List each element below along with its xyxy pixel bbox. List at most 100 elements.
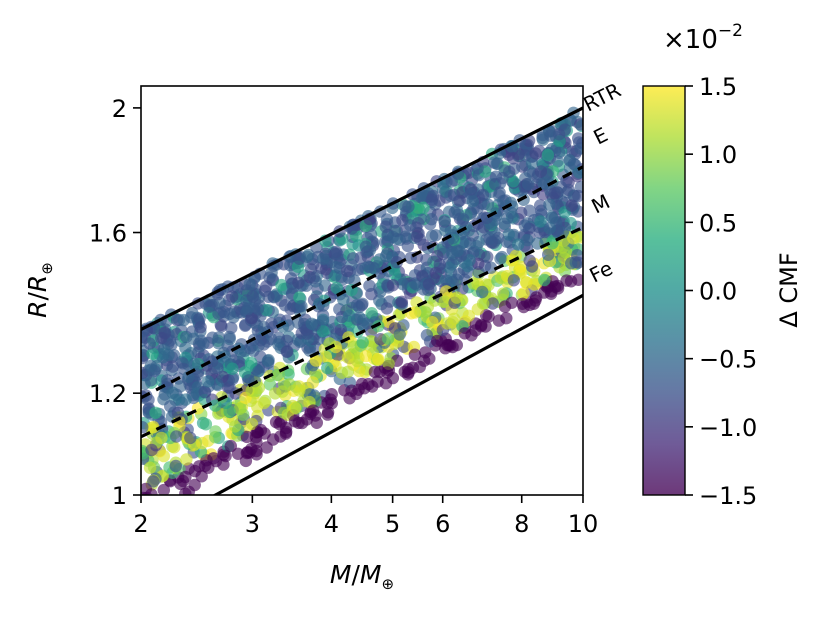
colorbar-tick-label: 0.5 — [699, 209, 737, 237]
line-label-e: E — [589, 122, 611, 149]
scatter-point — [390, 256, 403, 269]
scatter-point — [527, 278, 541, 291]
scatter-point — [337, 293, 350, 306]
scatter-point — [226, 372, 239, 386]
scatter-point — [502, 228, 515, 241]
scatter-point — [525, 260, 539, 273]
scatter-point — [380, 302, 394, 315]
scatter-point — [161, 497, 173, 509]
scatter-point — [572, 189, 583, 203]
colorbar-tick-label: 0.0 — [699, 278, 737, 306]
scatter-point — [145, 488, 158, 495]
scatter-point — [305, 317, 318, 330]
scatter-point — [393, 328, 406, 341]
scatter-point — [464, 187, 478, 200]
scatter-point — [496, 287, 510, 300]
plot-frame — [140, 85, 584, 496]
colorbar-tick-label: 1.5 — [699, 73, 737, 101]
scatter-point — [233, 402, 246, 416]
scatter-point — [538, 273, 551, 287]
scatter-point — [379, 377, 393, 390]
scatter-point — [241, 302, 255, 315]
colorbar-tick-label: 1.0 — [699, 141, 737, 169]
scatter-point — [465, 329, 478, 342]
colorbar-tick-label: −0.5 — [699, 346, 757, 374]
scatter-point — [245, 356, 258, 369]
scatter-point — [353, 311, 366, 324]
scatter-point — [420, 253, 433, 266]
scatter-point — [402, 200, 415, 213]
scatter-point — [288, 415, 302, 428]
x-tick-label: 2 — [133, 510, 148, 538]
scatter-point — [198, 385, 211, 399]
scatter-point — [157, 483, 170, 495]
scatter-point — [494, 252, 507, 265]
scatter-point — [146, 347, 159, 360]
scatter-point — [358, 382, 371, 395]
scatter-point — [521, 233, 534, 247]
scatter-point — [246, 290, 259, 303]
scatter-point — [529, 147, 542, 160]
scatter-point — [476, 297, 490, 310]
line-e — [141, 165, 583, 400]
scatter-point — [188, 464, 202, 478]
scatter-point — [559, 246, 572, 259]
scatter-point — [466, 229, 479, 242]
scatter-point — [417, 201, 430, 214]
scatter-point — [214, 318, 227, 332]
scatter-point — [212, 331, 226, 344]
scatter-point — [359, 240, 373, 253]
scatter-point — [341, 365, 355, 378]
scatter-point — [162, 348, 175, 362]
scatter-point — [265, 317, 278, 330]
scatter-point — [321, 408, 334, 421]
scatter-point — [447, 312, 461, 325]
scatter-point — [492, 231, 505, 245]
scatter-point — [263, 378, 277, 391]
scatter-point — [567, 232, 580, 245]
scatter-point — [176, 357, 189, 370]
scatter-point — [501, 211, 514, 225]
scatter-point — [151, 503, 163, 515]
x-tick-label: 4 — [324, 510, 339, 538]
scatter-point — [315, 261, 328, 275]
scatter-point — [261, 354, 275, 368]
scatter-point — [363, 279, 376, 292]
scatter-point — [560, 274, 573, 287]
scatter-point — [179, 341, 192, 355]
scatter-point — [379, 249, 393, 263]
scatter-point — [425, 213, 438, 226]
scatter-point — [212, 307, 225, 320]
scatter-point — [147, 475, 160, 488]
scatter-point — [574, 118, 583, 131]
line-rtr — [141, 106, 583, 331]
scatter-point — [438, 295, 451, 308]
scatter-point — [486, 297, 499, 310]
colorbar-tick-label: −1.0 — [699, 414, 757, 442]
scatter-point — [553, 146, 566, 159]
scatter-point — [245, 312, 258, 325]
x-tick-label: 10 — [568, 510, 599, 538]
y-axis-ticks: 1 1.2 1.6 2 — [89, 95, 141, 510]
line-label-rtr: RTR — [579, 78, 624, 117]
scatter-point — [321, 361, 334, 375]
scatter-point — [223, 330, 236, 344]
scatter-point — [521, 178, 535, 191]
scatter-point — [408, 306, 422, 319]
scatter-point — [408, 348, 422, 361]
scatter-point — [381, 332, 395, 345]
scatter-point — [507, 152, 520, 165]
scatter-point — [395, 295, 408, 308]
x-tick-label: 5 — [385, 510, 400, 538]
scatter-point — [229, 420, 242, 433]
scatter-point — [158, 327, 172, 340]
scatter-point — [249, 431, 263, 444]
scatter-point — [445, 246, 459, 259]
scatter-point — [541, 148, 555, 162]
scatter-point — [350, 298, 364, 312]
scatter-point — [551, 282, 565, 295]
scatter-point — [201, 375, 215, 388]
scatter-point — [317, 252, 330, 265]
scatter-point — [496, 171, 509, 185]
scatter-point — [182, 370, 195, 384]
